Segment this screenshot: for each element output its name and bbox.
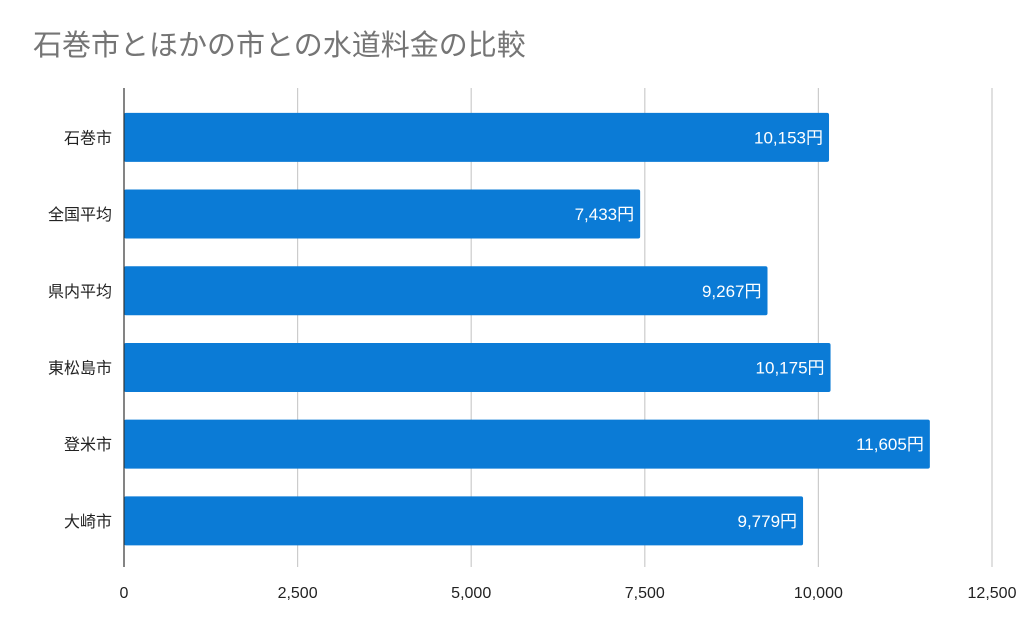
x-tick-label: 2,500 [278, 585, 318, 602]
x-tick-label: 0 [120, 585, 129, 602]
bar [124, 342, 831, 392]
bar [124, 189, 641, 239]
bar [124, 266, 768, 316]
data-label: 10,175円 [756, 358, 825, 377]
x-tick-label: 5,000 [451, 585, 491, 602]
data-label: 9,267円 [702, 282, 762, 301]
data-label: 7,433円 [575, 205, 635, 224]
x-tick-label: 7,500 [625, 585, 665, 602]
bar [124, 419, 930, 469]
category-label: 東松島市 [48, 358, 112, 377]
category-label: 登米市 [64, 435, 112, 454]
category-label: 大崎市 [64, 512, 112, 531]
category-label: 県内平均 [48, 282, 112, 301]
data-label: 10,153円 [754, 128, 823, 147]
data-label: 9,779円 [738, 512, 798, 531]
x-tick-label: 10,000 [794, 585, 843, 602]
bar [124, 112, 830, 162]
category-label: 全国平均 [48, 205, 112, 224]
data-label: 11,605円 [856, 435, 924, 454]
bar [124, 496, 804, 546]
chart-title: 石巻市とほかの市との水道料金の比較 [33, 28, 526, 62]
category-label: 石巻市 [64, 128, 112, 147]
x-tick-label: 12,500 [968, 585, 1017, 602]
